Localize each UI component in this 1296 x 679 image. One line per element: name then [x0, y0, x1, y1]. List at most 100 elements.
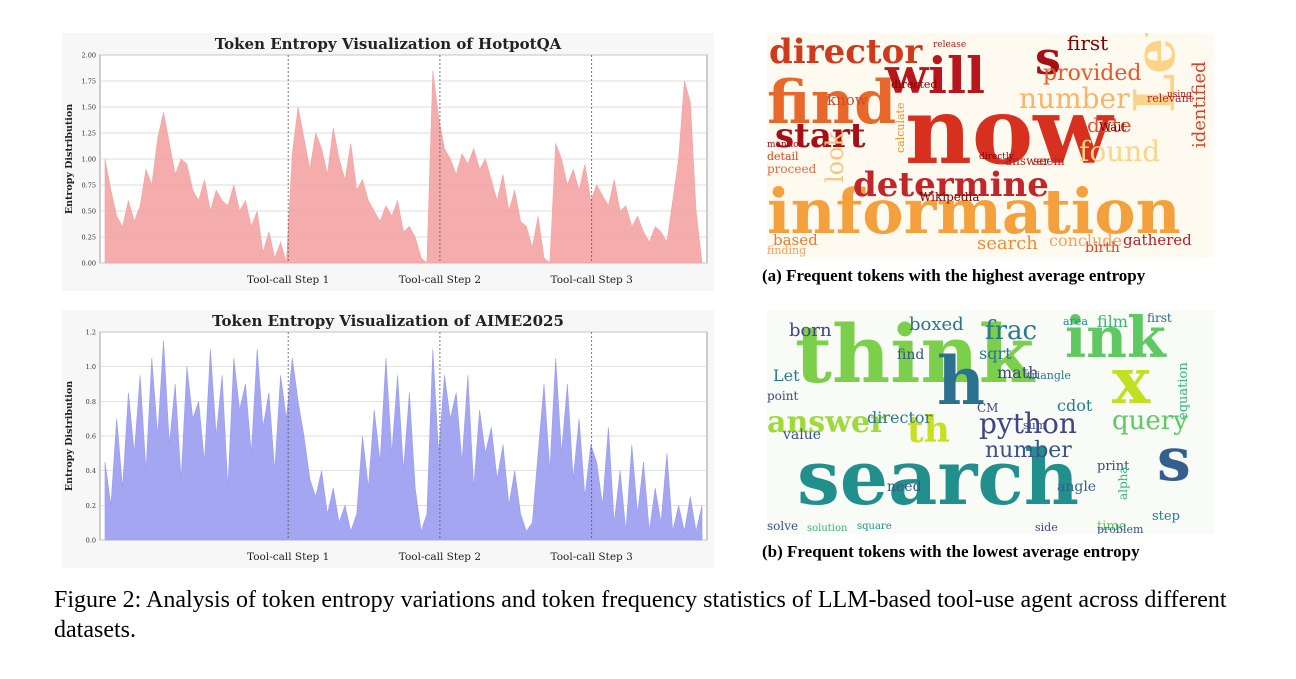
wordcloud-word: alpha: [1116, 466, 1130, 500]
wordcloud-word: frac: [985, 316, 1038, 346]
x-step-label: Tool-call Step 3: [551, 551, 633, 563]
wordcloud-word: first: [1147, 311, 1172, 325]
wordcloud-word: determine: [853, 165, 1049, 205]
y-tick-label: 1.25: [82, 130, 96, 138]
wordcloud-word: point: [767, 389, 799, 403]
wordcloud-word: h: [937, 342, 985, 420]
wordcloud-word: Let: [773, 366, 800, 385]
y-tick-label: 0.0: [86, 537, 96, 545]
wordcloud-word: start: [775, 116, 866, 156]
wordcloud-b-caption: (b) Frequent tokens with the lowest aver…: [762, 542, 1140, 561]
wordcloud-word: th: [907, 409, 950, 451]
wordcloud-word: detail: [767, 150, 799, 163]
wordcloud-word: solve: [767, 519, 799, 533]
wordcloud-word: s: [1157, 425, 1191, 495]
hotpotqa-chart-panel: Token Entropy Visualization of HotpotQA …: [62, 33, 714, 291]
wordcloud-word: found: [1079, 135, 1161, 168]
wordcloud-word: problem: [1097, 523, 1144, 534]
y-tick-label: 0.25: [82, 234, 96, 242]
wordcloud-word: solution: [807, 523, 848, 534]
wordcloud-word: boxed: [909, 314, 964, 335]
y-tick-label: 0.6: [86, 433, 96, 441]
y-tick-label: 1.75: [82, 78, 96, 86]
wordcloud-word: cdot: [1057, 396, 1093, 415]
wordcloud-word: seem: [1033, 154, 1065, 168]
x-step-label: Tool-call Step 2: [399, 274, 481, 286]
entropy-area-series: [104, 340, 703, 541]
wordcloud-word: relevant: [1147, 92, 1194, 105]
wordcloud-word: provided: [1043, 61, 1142, 86]
wordcloud-word: time: [1097, 519, 1127, 534]
wordcloud-word: Wait: [1099, 120, 1127, 134]
y-tick-label: 0.00: [82, 260, 96, 268]
y-tick-label: 1.50: [82, 104, 96, 112]
wordcloud-word: need: [887, 479, 922, 495]
y-tick-label: 2.00: [82, 52, 96, 60]
wordcloud-word: CM: [977, 401, 999, 415]
wordcloud-word: search: [977, 233, 1038, 254]
wordcloud-word: directly: [979, 152, 1014, 162]
wordcloud-word: using: [1167, 90, 1192, 100]
wordcloud-word: release: [933, 40, 967, 50]
wordcloud-word: calculate: [894, 102, 907, 154]
y-axis-label: Entropy Distribution: [64, 381, 75, 491]
wordcloud-word: answer: [767, 405, 886, 440]
wordcloud-word: query: [1112, 406, 1188, 436]
x-step-label: Tool-call Step 2: [399, 551, 481, 563]
wordcloud-word: search: [797, 433, 1079, 522]
y-tick-label: 1.2: [86, 329, 96, 337]
hotpotqa-chart: 0.00 0.25 0.50 0.75 1.00 1.25 1.50 1.75 2.00 Tool…: [64, 52, 708, 286]
wordcloud-word: find: [897, 347, 925, 363]
wordcloud-word: mention: [767, 140, 805, 150]
aime2025-chart-panel: Token Entropy Visualization of AIME2025 …: [62, 310, 714, 568]
wordcloud-word: directed: [891, 78, 938, 91]
wordcloud-word: will: [885, 46, 986, 105]
wordcloud-word: x: [1112, 344, 1151, 419]
y-tick-label: 0.8: [86, 398, 96, 406]
wordcloud-word: side: [1035, 521, 1058, 534]
wordcloud-word: print: [1097, 459, 1130, 474]
y-tick-label: 0.2: [86, 502, 96, 510]
wordcloud-word: date: [1087, 113, 1132, 137]
wordcloud-word: film: [1097, 312, 1128, 331]
wordcloud-word: proceed: [767, 162, 817, 176]
wordcloud-word: sum: [1023, 419, 1047, 432]
y-axis-label: Entropy Distribution: [64, 104, 75, 214]
wordcloud-word: ink: [1065, 310, 1166, 371]
y-tick-label: 0.4: [86, 467, 96, 475]
aime2025-chart: 0.0 0.2 0.4 0.6 0.8 1.0 1.2 Tool-call Step 1 Too…: [64, 329, 708, 563]
wordcloud-high-entropy: now information find will Let s director determ…: [767, 33, 1214, 257]
wordcloud-word: triangle: [1027, 369, 1071, 382]
y-tick-label: 0.75: [82, 182, 96, 190]
x-step-label: Tool-call Step 1: [247, 551, 329, 563]
wordcloud-word: equation: [1176, 362, 1191, 420]
wordcloud-word: know: [827, 91, 868, 109]
y-tick-label: 0.50: [82, 208, 96, 216]
wordcloud-word: Wikipedia: [919, 190, 980, 204]
wordcloud-word: director: [769, 33, 923, 72]
wordcloud-word: information: [767, 175, 1181, 248]
aime2025-chart-title: Token Entropy Visualization of AIME2025: [212, 312, 564, 330]
wordcloud-low-entropy: think search ink x h s answer python query th frac…: [767, 310, 1214, 534]
wordcloud-word: now: [905, 77, 1113, 185]
wordcloud-word: python: [979, 407, 1077, 440]
y-tick-label: 1.0: [86, 363, 96, 371]
x-step-label: Tool-call Step 1: [247, 274, 329, 286]
wordcloud-word: number: [985, 438, 1072, 463]
wordcloud-word: value: [783, 427, 822, 443]
wordcloud-word: area: [1063, 315, 1088, 328]
wordcloud-word: look: [821, 131, 849, 183]
wordcloud-a-caption: (a) Frequent tokens with the highest ave…: [762, 266, 1146, 285]
wordcloud-word: number: [1019, 82, 1130, 115]
wordcloud-word: based: [773, 231, 818, 249]
wordcloud-word: find: [767, 68, 897, 138]
wordcloud-word: step: [1152, 509, 1180, 524]
wordcloud-word: conclude: [1049, 231, 1122, 250]
wordcloud-word: director: [867, 408, 933, 427]
wordcloud-word: s: [1035, 33, 1061, 85]
wordcloud-word: answer: [1005, 154, 1050, 168]
wordcloud-word: birth: [1085, 240, 1120, 256]
wordcloud-word: math: [997, 363, 1039, 382]
figure-caption: Figure 2: Analysis of token entropy vari…: [54, 587, 1227, 643]
y-tick-label: 1.00: [82, 156, 96, 164]
